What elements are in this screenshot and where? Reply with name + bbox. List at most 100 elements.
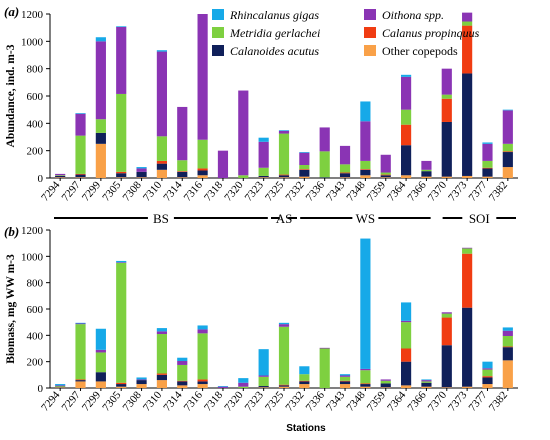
bar-b-calanoides-acutus-7370 <box>441 345 452 388</box>
x-tick-label-b: 7366 <box>405 389 429 414</box>
y-tick-label-b: 1200 <box>21 225 44 237</box>
bar-b-metridia-gerlachei-7314 <box>177 364 188 381</box>
x-tick-label-b: 7310 <box>141 389 165 414</box>
x-tick-label-b: 7382 <box>487 389 510 414</box>
bar-b-oithona-spp-7297 <box>75 323 86 325</box>
bar-a-metridia-gerlachei-7320 <box>238 175 249 178</box>
bar-b-oithona-spp-7325 <box>278 324 290 327</box>
bar-b-calanus-propinquus-7316 <box>197 379 208 382</box>
bar-a-oithona-spp-7294 <box>55 173 66 176</box>
bar-b-other-copepods-7316 <box>197 384 208 388</box>
x-tick-label-a: 7382 <box>487 179 510 204</box>
bar-a-calanoides-acutus-7314 <box>177 171 188 178</box>
panel-a-label: (a) <box>4 4 19 19</box>
bar-b-other-copepods-7308 <box>136 384 147 388</box>
bar-a-calanoides-acutus-7308 <box>136 171 147 178</box>
bar-a-oithona-spp-7332 <box>299 152 310 166</box>
bar-a-metridia-gerlachei-7305 <box>116 93 127 172</box>
bar-b-other-copepods-7359 <box>380 387 391 388</box>
bar-a-metridia-gerlachei-7364 <box>401 109 412 125</box>
region-label-ws: WS <box>356 211 376 226</box>
bar-b-other-copepods-7377 <box>482 384 493 388</box>
bar-a-calanus-propinquus-7373 <box>462 25 473 74</box>
bar-a-oithona-spp-7366 <box>421 160 432 170</box>
bar-b-rhincalanus-gigas-7297 <box>75 322 86 324</box>
x-tick-label-a: 7316 <box>182 179 206 204</box>
bar-a-calanus-propinquus-7325 <box>278 174 290 176</box>
bar-a-calanus-propinquus-7332 <box>299 169 310 170</box>
bar-b-metridia-gerlachei-7359 <box>380 380 391 384</box>
bar-b-oithona-spp-7336 <box>319 347 330 349</box>
bar-b-rhincalanus-gigas-7294 <box>55 384 66 386</box>
bar-b-oithona-spp-7310 <box>156 331 167 335</box>
bar-b-rhincalanus-gigas-7314 <box>177 357 188 362</box>
bar-b-other-copepods-7382 <box>502 360 513 388</box>
bar-b-metridia-gerlachei-7343 <box>339 376 351 381</box>
x-tick-label-b: 7336 <box>304 389 328 414</box>
bar-a-calanus-propinquus-7310 <box>156 160 167 164</box>
x-tick-label-a: 7325 <box>263 179 287 204</box>
bar-b-calanus-propinquus-7305 <box>116 382 127 385</box>
x-tick-label-a: 7320 <box>222 179 246 204</box>
x-tick-label-a: 7336 <box>304 179 328 204</box>
bar-b-other-copepods-7348 <box>360 386 371 388</box>
bar-a-calanus-propinquus-7382 <box>502 151 513 153</box>
x-tick-label-b: 7318 <box>202 389 226 414</box>
bar-a-metridia-gerlachei-7336 <box>319 151 330 178</box>
bar-a-oithona-spp-7305 <box>116 26 127 94</box>
bar-b-other-copepods-7323 <box>258 387 269 388</box>
bar-b-other-copepods-7370 <box>441 387 452 388</box>
bar-b-oithona-spp-7377 <box>482 368 493 370</box>
x-tick-label-b: 7370 <box>426 389 450 414</box>
bar-a-calanoides-acutus-7305 <box>116 173 127 178</box>
x-tick-label-b: 7323 <box>243 389 267 414</box>
bar-b-oithona-spp-7299 <box>95 349 106 353</box>
bar-a-oithona-spp-7336 <box>319 127 330 152</box>
x-tick-label-b: 7377 <box>466 389 490 414</box>
bar-a-calanus-propinquus-7364 <box>401 124 412 146</box>
bar-a-other-copepods-7294 <box>55 177 66 178</box>
x-tick-label-a: 7310 <box>141 179 165 204</box>
bar-a-other-copepods-7297 <box>75 177 86 178</box>
bar-b-metridia-gerlachei-7366 <box>421 381 432 383</box>
bar-b-calanoides-acutus-7366 <box>421 382 432 387</box>
bar-b-metridia-gerlachei-7310 <box>156 334 167 374</box>
bar-b-metridia-gerlachei-7382 <box>502 335 513 347</box>
bar-b-calanoides-acutus-7382 <box>502 347 513 361</box>
bar-a-calanus-propinquus-7348 <box>360 169 371 170</box>
bar-a-other-copepods-7373 <box>462 175 473 178</box>
x-tick-label-a: 7332 <box>283 179 306 204</box>
bar-b-other-copepods-7310 <box>156 380 167 388</box>
bar-b-rhincalanus-gigas-7332 <box>299 366 310 375</box>
x-tick-label-a: 7373 <box>446 179 470 204</box>
bar-a-oithona-spp-7382 <box>502 110 513 144</box>
x-tick-label-a: 7348 <box>344 179 368 204</box>
bar-b-rhincalanus-gigas-7348 <box>360 238 371 369</box>
legend-swatch-other-copepods <box>364 45 376 56</box>
bar-b-calanoides-acutus-7332 <box>299 381 310 385</box>
bar-a-calanus-propinquus-7370 <box>441 98 452 122</box>
x-tick-label-b: 7314 <box>161 389 185 414</box>
bar-a-calanoides-acutus-7364 <box>401 145 412 176</box>
bar-b-metridia-gerlachei-7294 <box>55 386 66 387</box>
legend-swatch-rhincalanus-gigas <box>212 9 224 20</box>
bar-b-calanoides-acutus-7359 <box>380 383 391 388</box>
bar-a-metridia-gerlachei-7366 <box>421 169 432 172</box>
bar-a-calanoides-acutus-7310 <box>156 163 167 170</box>
bar-b-oithona-spp-7343 <box>339 375 351 377</box>
bar-a-calanus-propinquus-7316 <box>197 168 208 171</box>
bar-b-rhincalanus-gigas-7377 <box>482 361 493 369</box>
bar-b-other-copepods-7305 <box>116 386 127 388</box>
bar-a-oithona-spp-7370 <box>441 68 452 95</box>
x-tick-label-a: 7366 <box>405 179 429 204</box>
bar-a-other-copepods-7370 <box>441 176 452 178</box>
bar-b-calanus-propinquus-7382 <box>502 346 513 348</box>
bar-a-metridia-gerlachei-7294 <box>55 175 66 176</box>
bar-a-metridia-gerlachei-7316 <box>197 139 208 169</box>
bar-a-metridia-gerlachei-7377 <box>482 160 493 168</box>
x-tick-label-b: 7359 <box>365 389 389 414</box>
bar-a-calanoides-acutus-7377 <box>482 168 493 177</box>
bar-a-rhincalanus-gigas-7382 <box>502 109 513 111</box>
y-tick-label-b: 1000 <box>21 251 44 263</box>
